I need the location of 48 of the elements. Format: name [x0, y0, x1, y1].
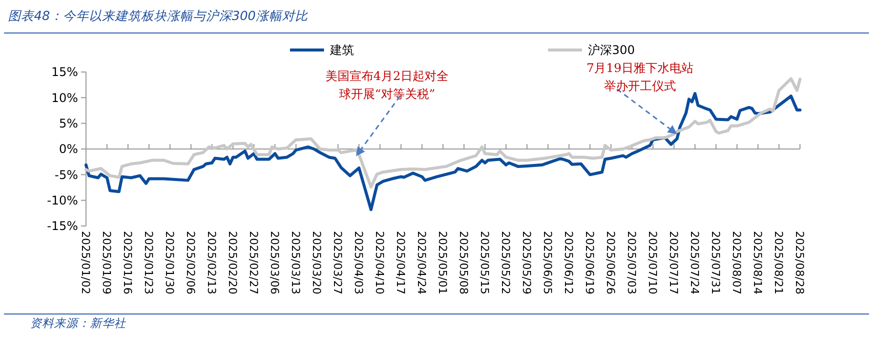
y-tick-label: 0% [58, 142, 78, 156]
x-tick-label: 2025/06/26 [604, 231, 618, 294]
legend-label: 建筑 [329, 43, 354, 58]
x-tick-label: 2025/02/13 [205, 231, 218, 294]
x-tick-label: 2025/08/14 [751, 231, 764, 294]
x-tick-label: 2025/08/28 [793, 231, 806, 294]
x-tick-label: 2025/05/22 [499, 231, 512, 294]
x-tick-label: 2025/08/21 [772, 231, 786, 294]
y-tick-label: -5% [54, 168, 78, 182]
x-tick-label: 2025/02/20 [226, 231, 240, 294]
annotation: 7月19日雅下水电站举办开工仪式 [586, 61, 694, 94]
x-tick-label: 2025/07/03 [625, 231, 638, 294]
legend-label: 沪深300 [588, 43, 635, 58]
text: 资料来源：新华社 [30, 316, 127, 330]
y-tick-label: 15% [51, 65, 78, 80]
x-tick-label: 2025/07/10 [646, 231, 660, 294]
x-tick-label: 2025/05/01 [436, 231, 450, 294]
x-tick-label: 2025/04/10 [373, 231, 386, 294]
x-tick-label: 2025/04/03 [352, 231, 366, 294]
chart-title: 图表48：今年以来建筑板块涨幅与沪深300涨幅对比 [8, 8, 309, 23]
x-tick-label: 2025/07/17 [667, 231, 680, 294]
y-tick-label: 10% [51, 90, 78, 105]
x-tick-label: 2025/03/06 [268, 231, 282, 294]
x-tick-label: 2025/05/29 [520, 231, 534, 294]
x-tick-label: 2025/05/08 [457, 231, 470, 294]
x-tick-label: 2025/01/16 [121, 231, 134, 294]
x-tick-label: 2025/03/27 [331, 231, 344, 294]
y-tick-label: 5% [58, 116, 78, 131]
x-tick-label: 2025/02/06 [184, 231, 198, 294]
x-tick-label: 2025/04/24 [415, 231, 428, 294]
x-tick-label: 2025/01/02 [79, 231, 92, 294]
x-tick-label: 2025/01/30 [163, 231, 176, 294]
x-tick-label: 2025/01/23 [142, 231, 156, 294]
x-tick-label: 2025/04/17 [394, 231, 408, 294]
x-tick-label: 2025/07/31 [709, 231, 722, 294]
y-tick-label: -15% [46, 219, 78, 234]
x-tick-label: 2025/08/07 [730, 231, 744, 294]
x-tick-label: 2025/01/09 [100, 231, 114, 294]
x-tick-label: 2025/03/13 [289, 231, 302, 294]
x-tick-label: 2025/05/15 [478, 231, 492, 294]
y-tick-label: -10% [46, 194, 78, 208]
x-tick-label: 2025/06/12 [562, 231, 576, 294]
x-tick-label: 2025/06/19 [583, 231, 596, 294]
x-tick-label: 2025/06/05 [541, 231, 554, 294]
x-tick-label: 2025/02/27 [247, 231, 260, 294]
x-tick-label: 2025/07/24 [688, 231, 702, 294]
annotation: 美国宣布4月2日起对全球开展“对等关税” [325, 69, 449, 102]
x-tick-label: 2025/03/20 [310, 231, 324, 294]
